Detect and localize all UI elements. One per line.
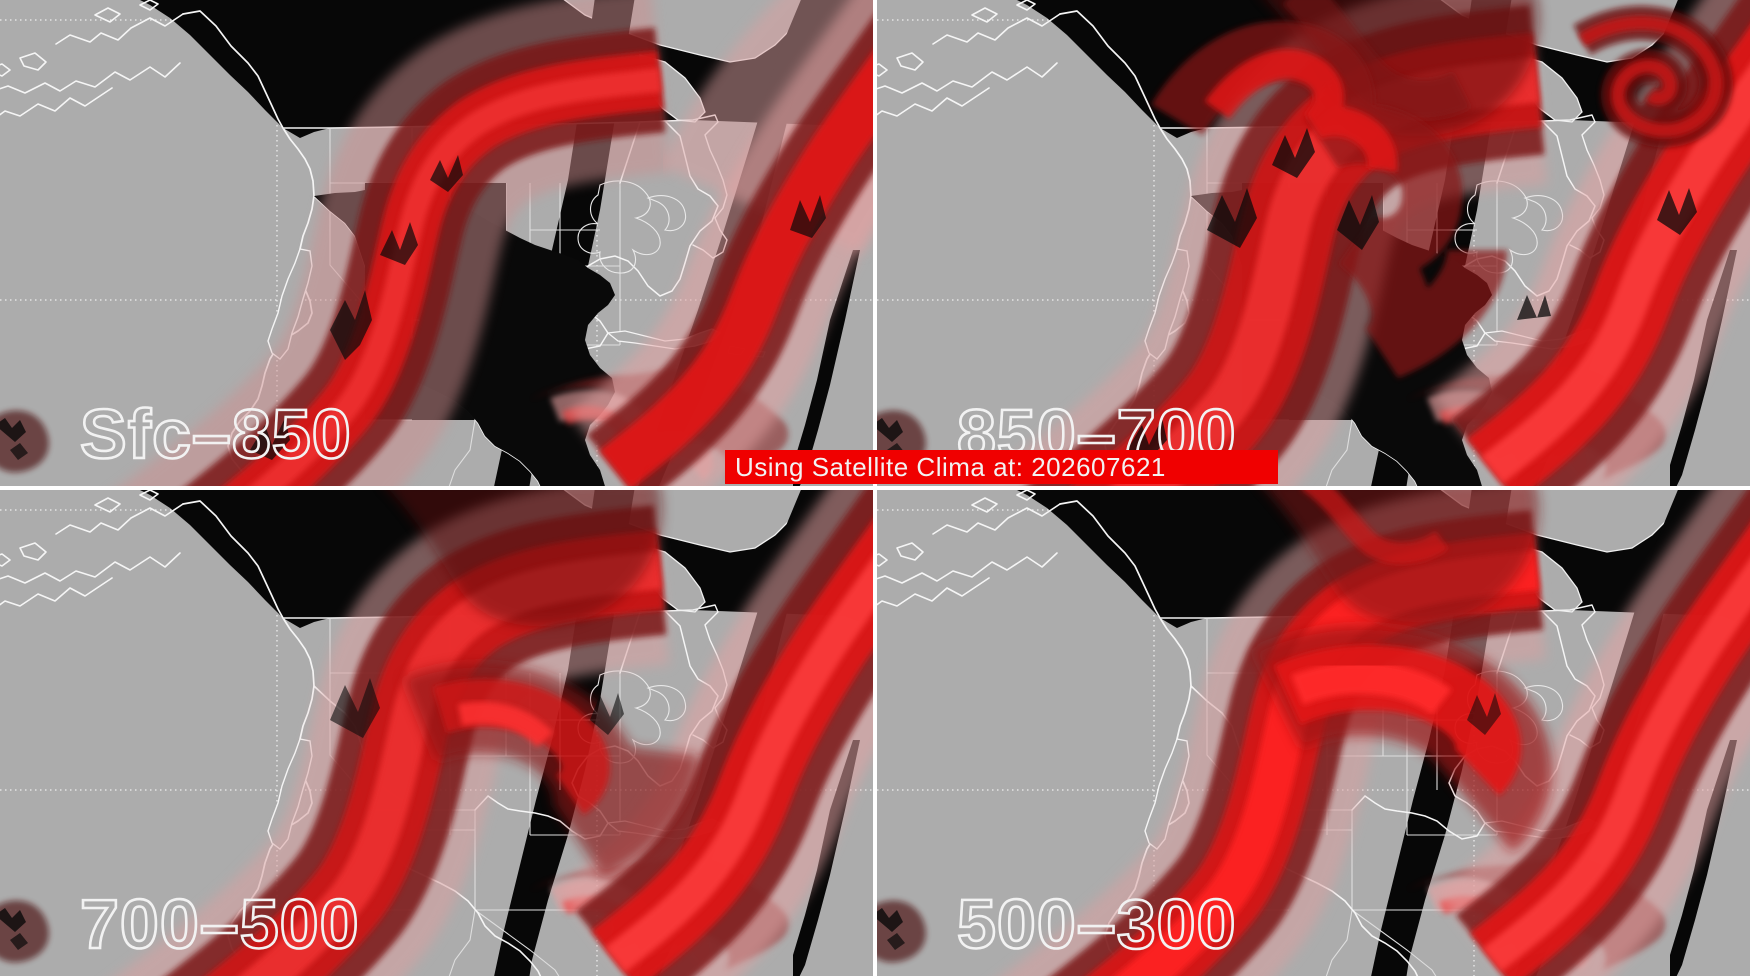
svg-text:700–500: 700–500 [80, 885, 360, 963]
svg-text:Sfc–850: Sfc–850 [80, 395, 352, 473]
svg-text:500–300: 500–300 [957, 885, 1237, 963]
